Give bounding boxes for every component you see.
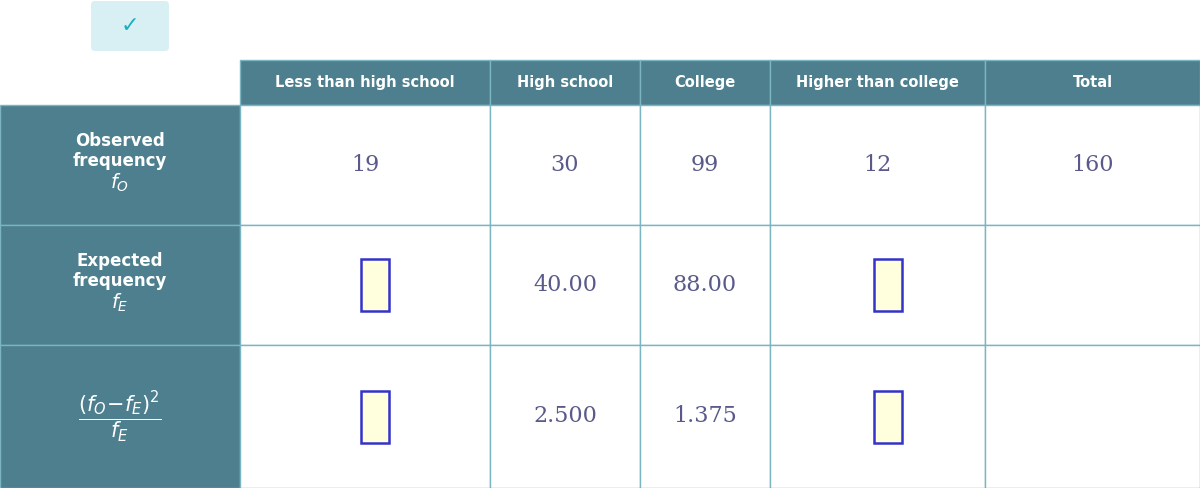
Bar	[490, 60, 640, 105]
Text: 30: 30	[551, 154, 580, 176]
FancyBboxPatch shape	[91, 1, 169, 51]
Text: Higher than college: Higher than college	[796, 75, 959, 90]
Bar	[874, 390, 901, 443]
Bar	[640, 105, 770, 225]
Text: $f_O$: $f_O$	[110, 172, 130, 194]
Text: 2.500: 2.500	[533, 406, 596, 427]
Text: ✓: ✓	[121, 16, 139, 36]
Bar	[240, 345, 490, 488]
Bar	[985, 105, 1200, 225]
Text: 99: 99	[691, 154, 719, 176]
Text: frequency: frequency	[73, 152, 167, 170]
Bar	[770, 60, 985, 105]
Bar	[985, 225, 1200, 345]
Bar	[240, 105, 490, 225]
Bar	[361, 390, 389, 443]
Text: 160: 160	[1072, 154, 1114, 176]
Bar	[640, 345, 770, 488]
Bar	[640, 60, 770, 105]
Bar	[0, 225, 240, 345]
Bar	[770, 105, 985, 225]
Bar	[770, 225, 985, 345]
Bar	[361, 259, 389, 311]
Bar	[490, 345, 640, 488]
Text: Expected: Expected	[77, 252, 163, 270]
Text: 12: 12	[863, 154, 892, 176]
Text: 19: 19	[350, 154, 379, 176]
Bar	[0, 345, 240, 488]
Text: $\dfrac{(f_O\!-\!f_E)^2}{f_E}$: $\dfrac{(f_O\!-\!f_E)^2}{f_E}$	[78, 389, 162, 444]
Text: Observed: Observed	[76, 132, 164, 150]
Text: frequency: frequency	[73, 272, 167, 290]
Bar	[874, 259, 901, 311]
Text: Less than high school: Less than high school	[275, 75, 455, 90]
Text: Total: Total	[1073, 75, 1112, 90]
Text: 88.00: 88.00	[673, 274, 737, 296]
Bar	[985, 60, 1200, 105]
Text: 1.375: 1.375	[673, 406, 737, 427]
Bar	[490, 105, 640, 225]
Bar	[240, 60, 490, 105]
Bar	[985, 345, 1200, 488]
Text: High school: High school	[517, 75, 613, 90]
Text: $f_E$: $f_E$	[112, 292, 128, 314]
Bar	[0, 105, 240, 225]
Bar	[640, 225, 770, 345]
Bar	[490, 225, 640, 345]
Bar	[240, 225, 490, 345]
Bar	[0, 60, 240, 105]
Text: 40.00: 40.00	[533, 274, 598, 296]
Bar	[770, 345, 985, 488]
Text: College: College	[674, 75, 736, 90]
